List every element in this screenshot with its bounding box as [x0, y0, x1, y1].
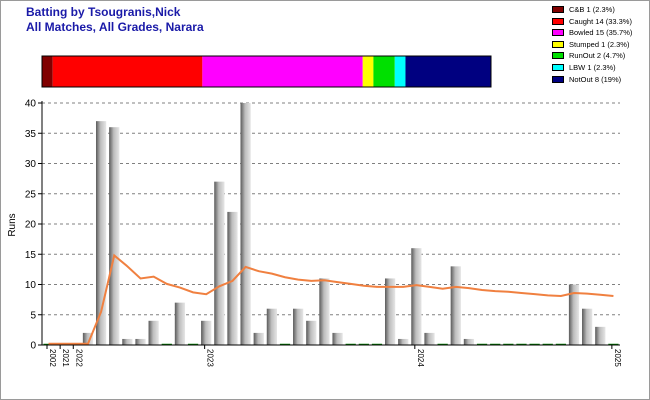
- x-tick-label: 2022: [74, 349, 83, 367]
- y-tick-label: 15: [25, 250, 37, 261]
- innings-bar: [266, 308, 278, 345]
- innings-bar: [411, 248, 422, 345]
- innings-bar: [450, 266, 461, 345]
- legend-label: C&B 1 (2.3%): [569, 5, 615, 14]
- innings-bar: [214, 181, 225, 345]
- legend-label: NotOut 8 (19%): [569, 74, 622, 84]
- innings-bar: [398, 338, 409, 345]
- innings-bar: [174, 302, 186, 345]
- y-tick-label: 40: [25, 99, 37, 110]
- y-tick-label: 5: [30, 310, 36, 321]
- innings-bar: [463, 338, 475, 345]
- dismissal-segment-c&b: [42, 56, 53, 87]
- legend-swatch: [552, 6, 564, 13]
- x-axis-ticks: 2002 2021 2022 2023 2024 2025: [46, 345, 622, 367]
- dismissal-stacked-bar: [41, 55, 492, 88]
- innings-bar: [568, 284, 580, 345]
- innings-bar: [201, 320, 212, 345]
- innings-bar: [253, 332, 264, 345]
- average-line: [48, 253, 614, 345]
- innings-bar: [293, 308, 304, 345]
- innings-bar: [82, 332, 94, 345]
- y-tick-label: 25: [25, 189, 37, 200]
- dismissal-segment-runout: [373, 56, 395, 87]
- innings-bar: [109, 127, 120, 345]
- x-tick-label: 2025: [613, 349, 622, 367]
- x-tick-label: 2002: [48, 349, 57, 367]
- dismissal-segment-stumped: [362, 56, 374, 87]
- legend-label: Stumped 1 (2.3%): [569, 39, 630, 49]
- dismissal-segment-caught: [52, 56, 203, 87]
- legend-label: RunOut 2 (4.7%): [569, 51, 626, 61]
- innings-bar: [240, 103, 251, 345]
- legend-label: Bowled 15 (35.7%): [569, 28, 633, 38]
- x-tick-label: 2021: [61, 349, 70, 367]
- dismissal-segment-lbw: [394, 56, 406, 87]
- legend-swatch: [552, 40, 564, 48]
- axes: [41, 101, 620, 346]
- innings-bar: [332, 332, 343, 345]
- innings-bar: [424, 332, 435, 345]
- innings-bar: [319, 278, 330, 345]
- innings-bar: [122, 338, 133, 345]
- legend-swatch: [552, 52, 564, 60]
- innings-bars: [43, 103, 619, 346]
- legend-swatch: [552, 17, 564, 25]
- innings-bar: [148, 320, 159, 345]
- y-tick-label: 0: [30, 341, 36, 352]
- dismissal-segment-bowled: [202, 56, 363, 87]
- innings-bar: [95, 121, 107, 346]
- innings-bar: [227, 211, 238, 345]
- legend-swatch: [552, 29, 564, 37]
- x-tick-label: 2024: [416, 349, 425, 367]
- chart-subtitle: All Matches, All Grades, Narara: [26, 20, 204, 34]
- y-axis-label: Runs: [7, 213, 18, 236]
- legend-label: LBW 1 (2.3%): [569, 62, 616, 72]
- innings-bar: [135, 338, 146, 345]
- innings-bar: [384, 278, 396, 345]
- innings-bar: [582, 308, 593, 345]
- y-tick-label: 20: [25, 220, 37, 231]
- legend-label: Caught 14 (33.3%): [569, 16, 632, 26]
- x-tick-label: 2023: [206, 349, 215, 367]
- dismissal-bar-border: [41, 55, 492, 88]
- legend-swatch: [552, 75, 564, 83]
- y-tick-label: 30: [25, 159, 37, 170]
- average-line-path: [48, 253, 614, 345]
- innings-bar: [306, 320, 317, 345]
- innings-bar: [595, 326, 606, 345]
- legend-swatch: [552, 63, 564, 71]
- chart-title: Batting by Tsougranis,Nick: [26, 5, 181, 19]
- dismissal-segment-notout: [405, 56, 491, 87]
- y-tick-label: 10: [25, 280, 37, 291]
- y-tick-label: 35: [25, 129, 37, 140]
- y-axis-ticks: 0 5 10 15 20 25 30 35 40: [25, 99, 42, 352]
- grid-lines: [42, 102, 620, 316]
